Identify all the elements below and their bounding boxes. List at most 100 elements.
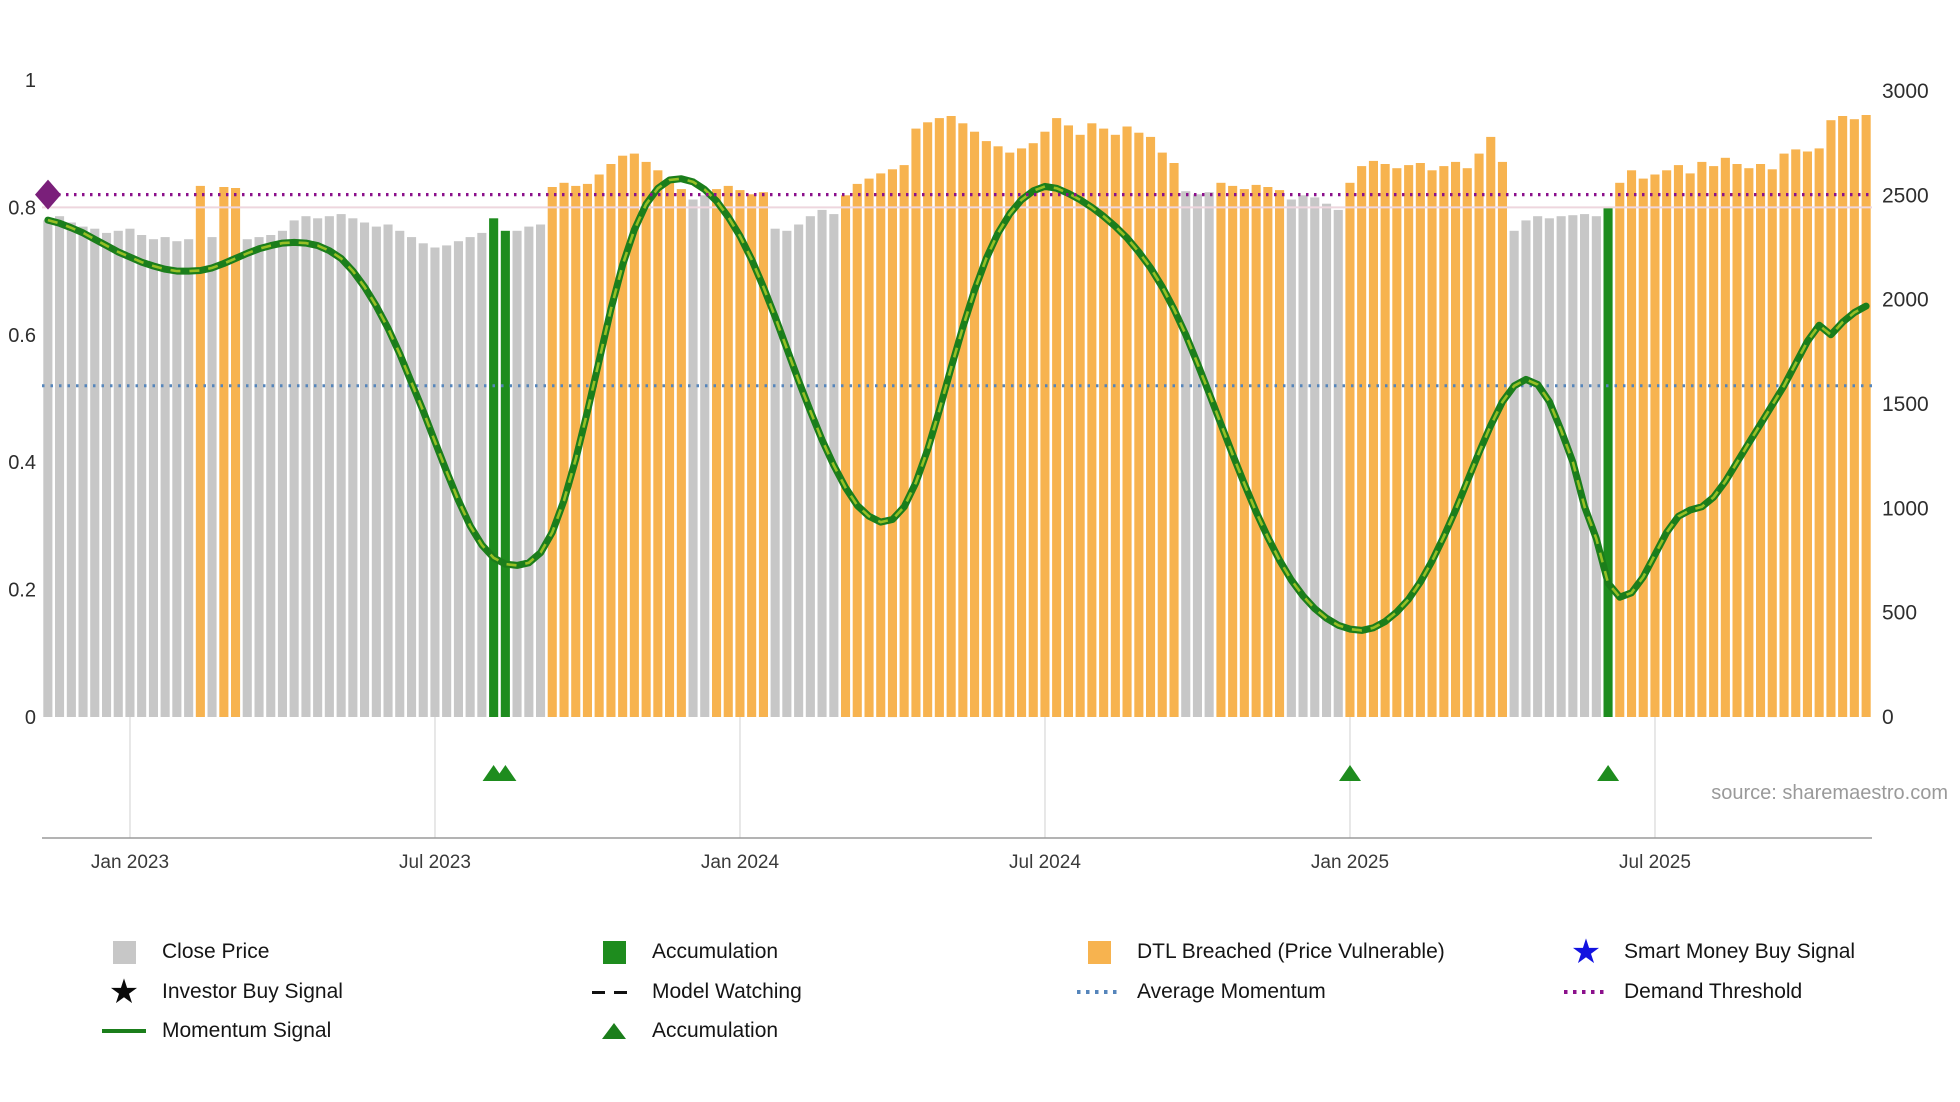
blue-star: ★ bbox=[1570, 933, 1602, 971]
price-bar bbox=[1697, 161, 1707, 717]
price-bar bbox=[418, 243, 428, 718]
price-bar bbox=[794, 224, 804, 717]
price-bar bbox=[1263, 187, 1273, 717]
price-bar bbox=[360, 222, 370, 717]
momentum-line-core bbox=[47, 177, 1867, 632]
price-bar bbox=[911, 128, 921, 718]
accumulation-square bbox=[602, 940, 626, 964]
price-bar bbox=[1368, 160, 1378, 717]
accumulation-marker bbox=[494, 765, 517, 781]
price-bar bbox=[1673, 165, 1683, 718]
blue-dotted-line bbox=[1077, 990, 1121, 994]
price-bar bbox=[1427, 170, 1437, 718]
source-credit: source: sharemaestro.com bbox=[1711, 782, 1948, 804]
price-bar bbox=[207, 237, 217, 717]
price-bar bbox=[1345, 182, 1355, 718]
price-bar bbox=[1204, 192, 1214, 717]
price-bar bbox=[184, 239, 194, 717]
green-line bbox=[102, 1028, 146, 1034]
price-bar bbox=[254, 237, 264, 717]
price-bar bbox=[1861, 115, 1871, 717]
price-bar bbox=[1040, 131, 1050, 717]
price-bar bbox=[1017, 148, 1027, 717]
price-bar bbox=[1474, 153, 1484, 718]
price-bar bbox=[1802, 151, 1812, 717]
price-bar bbox=[864, 178, 874, 718]
legend-item-smart-money-buy-signal: ★ Smart Money Buy Signal bbox=[1562, 933, 1855, 971]
price-bar bbox=[1556, 216, 1566, 717]
price-bar bbox=[148, 239, 158, 717]
price-bar bbox=[1216, 182, 1226, 718]
price-bar bbox=[1146, 136, 1156, 717]
legend-item-model-watching: Model Watching bbox=[590, 976, 802, 1008]
price-bar bbox=[852, 183, 862, 717]
price-bar bbox=[43, 220, 53, 717]
price-bar bbox=[1462, 168, 1472, 717]
price-bar bbox=[1603, 207, 1613, 717]
price-bar bbox=[524, 226, 534, 717]
price-bar bbox=[1720, 157, 1730, 718]
price-bar bbox=[782, 230, 792, 718]
price-bar bbox=[594, 174, 604, 717]
green-triangle bbox=[602, 1023, 626, 1039]
price-bar bbox=[1333, 209, 1343, 717]
purple-dotted-line-icon bbox=[1562, 976, 1610, 1008]
price-bar bbox=[582, 183, 592, 717]
right-axis-tick-label: 1500 bbox=[1882, 393, 1929, 416]
price-bar bbox=[1239, 189, 1249, 718]
price-bar bbox=[231, 188, 241, 717]
black-star-icon: ★ bbox=[100, 973, 148, 1011]
price-bar bbox=[688, 199, 698, 717]
price-bar bbox=[618, 155, 628, 717]
price-bar bbox=[1181, 191, 1191, 717]
price-bar bbox=[805, 216, 815, 717]
price-bar bbox=[758, 192, 768, 717]
price-bar bbox=[1415, 163, 1425, 717]
legend-item-average-momentum: Average Momentum bbox=[1075, 976, 1326, 1008]
price-bar bbox=[1814, 148, 1824, 717]
legend-label: Model Watching bbox=[652, 980, 802, 1003]
price-bar bbox=[876, 173, 886, 717]
legend-label: Average Momentum bbox=[1137, 980, 1326, 1003]
price-bar bbox=[1521, 220, 1531, 717]
price-bar bbox=[547, 187, 557, 717]
price-bar bbox=[313, 218, 323, 718]
right-axis-tick-label: 1000 bbox=[1882, 497, 1929, 520]
price-bar bbox=[1767, 169, 1777, 718]
left-axis-tick-label: 0.4 bbox=[8, 452, 36, 474]
price-bar bbox=[66, 222, 76, 717]
demand-threshold-start-marker bbox=[35, 179, 61, 210]
price-bar bbox=[137, 235, 147, 717]
black-star: ★ bbox=[108, 973, 140, 1011]
dtl-breached-square-icon bbox=[1075, 936, 1123, 968]
price-bar bbox=[1650, 174, 1660, 717]
price-bar bbox=[1591, 216, 1601, 717]
price-bar bbox=[113, 230, 123, 718]
legend-label: DTL Breached (Price Vulnerable) bbox=[1137, 940, 1445, 963]
price-bar bbox=[1709, 166, 1719, 718]
x-tick-label: Jul 2025 bbox=[1619, 852, 1691, 873]
black-dashed-line-icon bbox=[590, 976, 638, 1008]
price-bar bbox=[489, 218, 499, 718]
price-bar bbox=[160, 237, 170, 717]
price-bar bbox=[1275, 190, 1285, 718]
price-bar bbox=[1322, 203, 1332, 717]
price-bar bbox=[747, 194, 757, 718]
right-axis-tick-label: 2000 bbox=[1882, 289, 1929, 312]
price-bar bbox=[712, 189, 722, 718]
price-bar bbox=[970, 131, 980, 717]
price-bar bbox=[1251, 184, 1261, 717]
legend-label: Accumulation bbox=[652, 1019, 779, 1042]
x-tick-label: Jan 2024 bbox=[701, 852, 780, 873]
price-bar bbox=[1685, 173, 1695, 717]
price-bar bbox=[78, 226, 88, 717]
green-triangle-icon bbox=[590, 1015, 638, 1047]
price-bar bbox=[477, 232, 487, 717]
price-bar bbox=[841, 195, 851, 718]
legend-label: Investor Buy Signal bbox=[162, 980, 343, 1003]
price-bar bbox=[324, 216, 334, 717]
x-tick-label: Jan 2023 bbox=[91, 852, 169, 873]
price-bar bbox=[453, 241, 463, 717]
price-bar bbox=[1122, 126, 1132, 717]
